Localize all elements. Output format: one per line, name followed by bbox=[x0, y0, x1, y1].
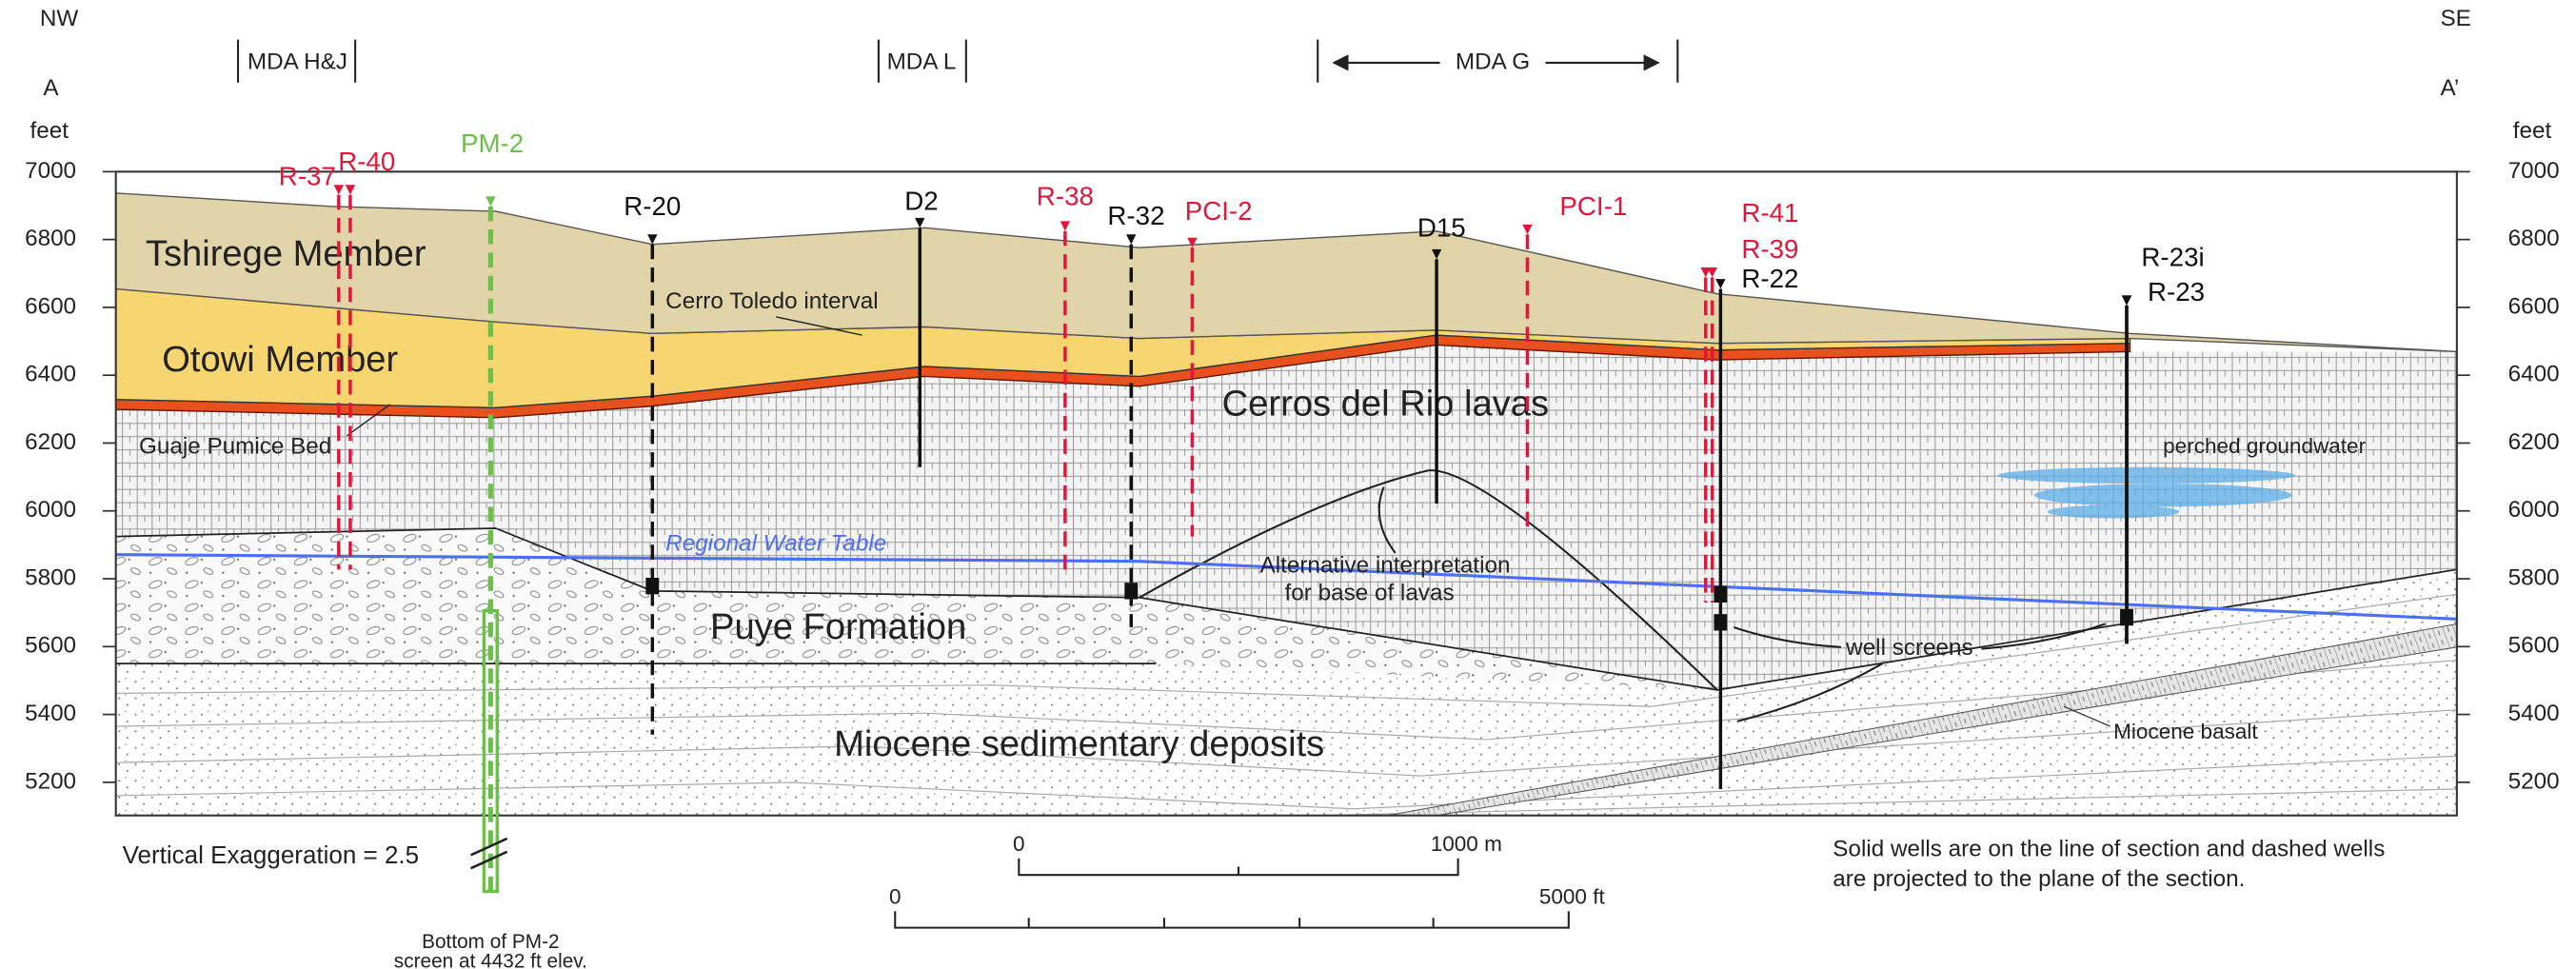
well-label: PCI-2 bbox=[1185, 196, 1253, 226]
scale-label: 0 bbox=[1013, 832, 1025, 856]
well-marker bbox=[1522, 225, 1532, 234]
scale-label: 1000 m bbox=[1431, 832, 1502, 856]
area-label: MDA H&J bbox=[248, 49, 347, 74]
well-marker bbox=[346, 185, 355, 194]
well-label: R-39 bbox=[1741, 234, 1798, 264]
well-label: PM-2 bbox=[461, 129, 524, 158]
unit-label: Puye Formation bbox=[710, 606, 966, 647]
tick-label: 5200 bbox=[25, 768, 76, 794]
tick-label: 5800 bbox=[2508, 564, 2560, 590]
well-screen bbox=[2120, 609, 2133, 625]
well-label: R-41 bbox=[1741, 198, 1798, 227]
well-marker bbox=[1060, 221, 1070, 230]
tick-label: 6000 bbox=[25, 497, 76, 523]
well-label: PCI-1 bbox=[1559, 191, 1627, 221]
tick-label: 6600 bbox=[25, 293, 76, 319]
annotation: for base of lavas bbox=[1285, 581, 1455, 606]
note: Solid wells are on the line of section a… bbox=[1833, 837, 2385, 862]
tick-label: 5600 bbox=[2508, 633, 2560, 659]
well-screen bbox=[645, 578, 659, 594]
well-label: R-40 bbox=[338, 147, 395, 176]
annotation: Alternative interpretation bbox=[1260, 552, 1511, 578]
cross-section: NW SE A A’ feet feet MDA H&J MDA L MDA G… bbox=[0, 0, 2576, 969]
well-label: R-20 bbox=[624, 191, 681, 221]
unit-label: feet bbox=[2513, 118, 2552, 144]
well-marker bbox=[2122, 295, 2131, 305]
direction-label: NW bbox=[40, 6, 79, 31]
annotation: perched groundwater bbox=[2163, 434, 2366, 458]
annotation: screen at 4432 ft elev. bbox=[394, 951, 587, 969]
well-screen bbox=[1124, 583, 1138, 599]
area-label: MDA L bbox=[887, 49, 957, 74]
area-label: MDA G bbox=[1456, 49, 1530, 74]
water-table-label: Regional Water Table bbox=[665, 531, 886, 557]
unit-label: Cerro Toledo interval bbox=[665, 288, 878, 314]
note: are projected to the plane of the sectio… bbox=[1833, 866, 2245, 892]
point-label: A’ bbox=[2441, 75, 2460, 101]
tick-label: 5400 bbox=[25, 701, 76, 726]
well-label: R-23i bbox=[2141, 243, 2204, 272]
unit-label: Otowi Member bbox=[162, 339, 398, 380]
well-label: D15 bbox=[1417, 212, 1466, 242]
tick-label: 6400 bbox=[25, 362, 76, 387]
point-label: A bbox=[43, 75, 59, 101]
scale-label: 5000 ft bbox=[1539, 884, 1606, 908]
well-label: R-23 bbox=[2148, 277, 2205, 307]
well-screen bbox=[1714, 614, 1727, 630]
well-marker bbox=[647, 234, 657, 244]
well-label: R-37 bbox=[279, 162, 336, 191]
well-screen bbox=[1714, 586, 1727, 603]
unit-label: Miocene basalt bbox=[2113, 720, 2258, 743]
well-label: R-32 bbox=[1107, 201, 1164, 230]
tick-label: 6000 bbox=[2508, 497, 2560, 523]
well-label: D2 bbox=[904, 187, 938, 216]
well-label: R-38 bbox=[1037, 181, 1094, 210]
tick-label: 6800 bbox=[25, 226, 76, 251]
well-marker bbox=[1126, 234, 1136, 244]
well-label: R-22 bbox=[1741, 264, 1798, 293]
well-marker bbox=[1707, 267, 1716, 277]
unit-label: feet bbox=[30, 118, 69, 144]
tick-label: 6600 bbox=[2508, 293, 2560, 319]
tick-label: 6400 bbox=[2508, 362, 2560, 387]
direction-label: SE bbox=[2441, 6, 2471, 31]
tick-label: 6200 bbox=[2508, 429, 2560, 455]
tick-label: 7000 bbox=[25, 158, 76, 184]
unit-label: Miocene sedimentary deposits bbox=[834, 723, 1324, 764]
unit-label: Guaje Pumice Bed bbox=[139, 433, 331, 459]
tick-label: 5800 bbox=[25, 564, 76, 590]
well-marker bbox=[1715, 279, 1725, 288]
annotation: Vertical Exaggeration = 2.5 bbox=[123, 840, 419, 869]
annotation: well screens bbox=[1845, 635, 1973, 661]
tick-label: 5200 bbox=[2508, 768, 2560, 794]
tick-label: 7000 bbox=[2508, 158, 2560, 184]
scale-label: 0 bbox=[889, 884, 902, 908]
unit-label: Cerros del Rio lavas bbox=[1222, 384, 1549, 425]
unit-label: Tshirege Member bbox=[146, 233, 426, 274]
tick-label: 5400 bbox=[2508, 701, 2560, 726]
tick-label: 5600 bbox=[25, 633, 76, 659]
scale-bar bbox=[895, 859, 1569, 928]
well-marker bbox=[915, 218, 924, 227]
well-marker bbox=[485, 196, 495, 206]
annotation: Bottom of PM-2 bbox=[422, 931, 559, 953]
tick-label: 6200 bbox=[25, 429, 76, 455]
tick-label: 6800 bbox=[2508, 226, 2560, 251]
